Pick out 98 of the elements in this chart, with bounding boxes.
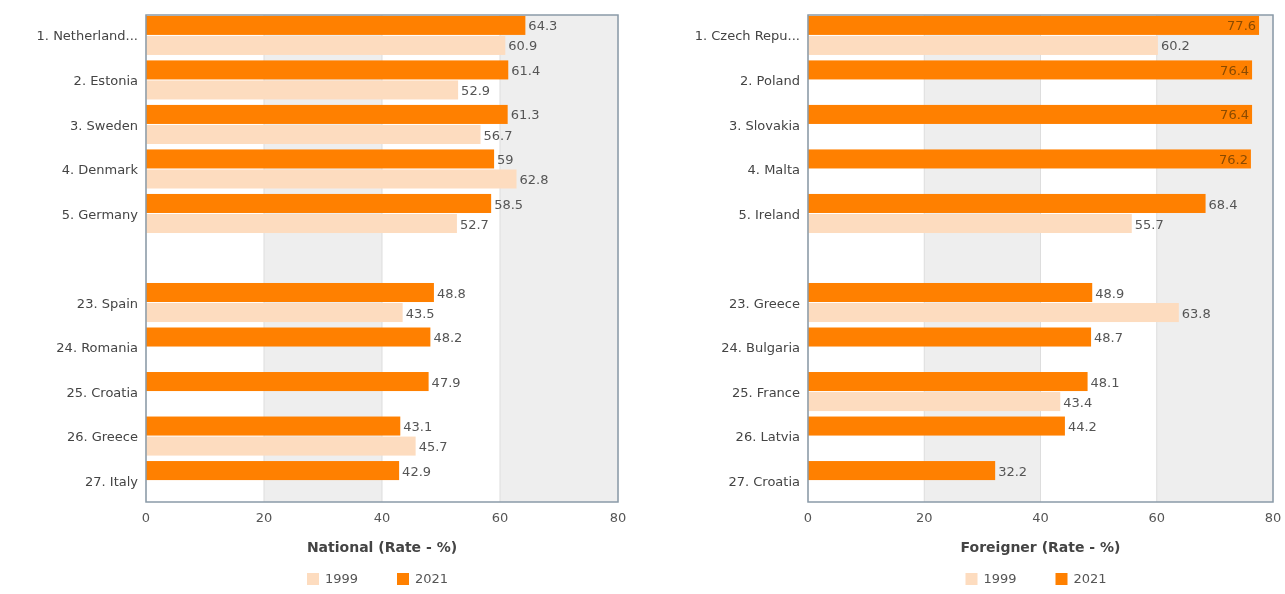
data-label: 68.4 [1208, 196, 1238, 212]
data-label: 58.5 [494, 196, 524, 212]
data-label: 76.2 [1218, 152, 1248, 167]
data-label: 76.4 [1220, 62, 1250, 78]
bar [146, 35, 506, 55]
bar [808, 15, 1260, 35]
bar [808, 104, 1253, 124]
bar [808, 327, 1092, 347]
data-label: 48.2 [433, 330, 463, 346]
y-tick-label: 4. Malta [747, 162, 800, 178]
y-tick-label: 5. Germany [61, 206, 139, 222]
bar [146, 80, 459, 100]
data-label: 60.9 [508, 38, 538, 54]
y-tick-label: 24. Romania [56, 340, 138, 356]
bar [808, 193, 1206, 213]
y-tick-label: 27. Croatia [728, 473, 800, 489]
data-label: 64.3 [528, 18, 558, 34]
data-label: 48.7 [1094, 330, 1124, 346]
y-tick-label: 2. Poland [740, 72, 800, 88]
y-tick-label: 26. Greece [66, 429, 138, 445]
bar [808, 303, 1179, 323]
bar [146, 416, 401, 436]
data-label: 32.2 [998, 463, 1028, 479]
y-tick-label: 26. Latvia [735, 429, 800, 445]
legend-label: 2021 [415, 571, 449, 586]
bar [808, 213, 1132, 234]
x-tick-label: 0 [803, 510, 813, 525]
bar [146, 15, 526, 35]
data-label: 63.8 [1181, 305, 1211, 321]
data-label: 43.4 [1063, 394, 1093, 410]
x-tick-label: 80 [1264, 510, 1282, 525]
data-label: 45.7 [418, 439, 448, 455]
x-axis-title: National (Rate - %) [306, 539, 458, 555]
data-label: 76.4 [1220, 107, 1250, 123]
bar [808, 392, 1061, 412]
bar [808, 416, 1065, 436]
y-tick-label: 27. Italy [84, 473, 139, 489]
x-tick-label: 60 [491, 510, 509, 525]
x-tick-label: 40 [1032, 510, 1049, 525]
bar [146, 213, 457, 234]
legend-label: 2021 [1073, 571, 1107, 586]
y-tick-label: 23. Spain [76, 295, 138, 311]
y-tick-label: 25. Croatia [66, 384, 138, 400]
data-label: 61.3 [510, 107, 540, 123]
bar [146, 60, 509, 80]
data-label: 60.2 [1160, 38, 1190, 54]
data-label: 48.8 [436, 285, 466, 301]
data-label: 43.1 [403, 419, 433, 435]
bar [146, 327, 431, 347]
data-label: 43.5 [405, 305, 435, 321]
data-label: 59 [497, 152, 514, 167]
bar [146, 282, 434, 303]
bar [808, 149, 1251, 169]
x-tick-label: 20 [915, 510, 933, 525]
x-tick-label: 80 [609, 510, 627, 525]
y-tick-label: 2. Estonia [73, 72, 138, 88]
bar [808, 372, 1088, 392]
data-label: 48.1 [1090, 374, 1120, 390]
bar [146, 169, 517, 189]
y-tick-label: 3. Sweden [70, 117, 138, 133]
y-tick-label: 25. France [731, 384, 800, 400]
bar [146, 461, 400, 481]
y-tick-label: 24. Bulgaria [721, 340, 800, 356]
bar [146, 303, 403, 323]
legend-label: 1999 [325, 571, 359, 586]
bar [808, 461, 996, 481]
x-axis-title: Foreigner (Rate - %) [960, 539, 1121, 555]
data-label: 44.2 [1067, 419, 1097, 435]
data-label: 62.8 [519, 172, 549, 188]
data-label: 55.7 [1134, 216, 1164, 232]
y-tick-label: 1. Czech Repu... [694, 28, 800, 44]
x-tick-label: 40 [373, 510, 391, 525]
x-tick-label: 0 [141, 510, 151, 525]
data-label: 52.9 [461, 83, 491, 98]
y-tick-label: 3. Slovakia [728, 117, 800, 133]
legend-label: 1999 [983, 571, 1017, 586]
data-label: 77.6 [1227, 18, 1257, 34]
x-tick-label: 60 [1148, 510, 1166, 525]
bar [808, 35, 1158, 55]
bar [146, 193, 492, 213]
data-label: 42.9 [402, 463, 432, 479]
y-tick-label: 4. Denmark [61, 162, 139, 178]
bar [808, 60, 1253, 80]
y-tick-label: 23. Greece [728, 295, 800, 311]
data-label: 48.9 [1095, 285, 1125, 301]
bar [146, 124, 481, 144]
data-label: 47.9 [431, 374, 461, 390]
y-tick-label: 1. Netherland... [36, 28, 138, 44]
data-label: 52.7 [459, 216, 489, 232]
data-label: 56.7 [483, 127, 513, 143]
x-tick-label: 20 [255, 510, 273, 525]
y-tick-label: 5. Ireland [738, 206, 800, 222]
bar [146, 104, 508, 124]
bar [146, 372, 429, 392]
bar [808, 282, 1093, 303]
data-label: 61.4 [511, 62, 541, 78]
bar [146, 436, 416, 456]
bar [146, 149, 495, 169]
